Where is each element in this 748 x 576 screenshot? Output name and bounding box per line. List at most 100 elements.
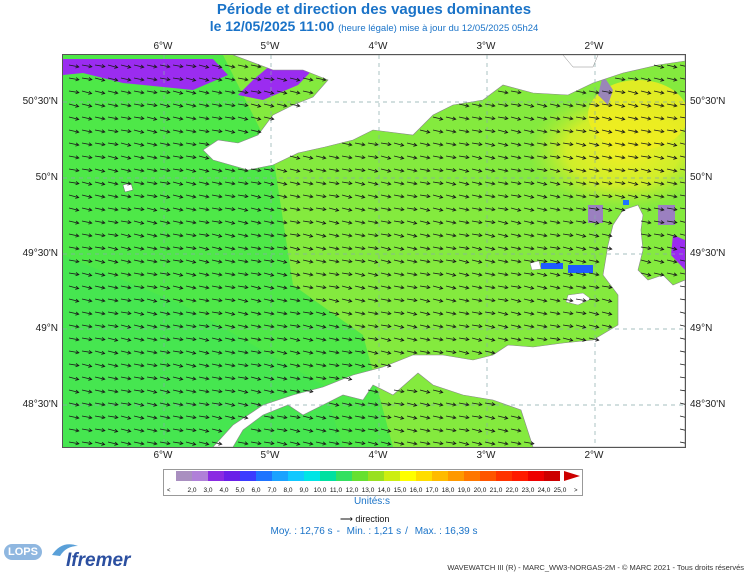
direction-arrow [380, 298, 392, 303]
direction-arrow [328, 272, 340, 277]
direction-arrow [380, 259, 392, 264]
direction-arrow [510, 181, 522, 186]
direction-arrow [237, 324, 249, 329]
direction-arrow [601, 220, 613, 225]
direction-arrow [549, 129, 561, 134]
direction-arrow [510, 428, 522, 433]
direction-arrow [237, 311, 249, 316]
lat-label-right: 48°30'N [690, 399, 726, 410]
direction-arrow [432, 129, 444, 134]
direction-arrow [393, 324, 405, 329]
direction-arrow [432, 181, 444, 186]
direction-arrow [107, 337, 119, 342]
direction-arrow [588, 324, 600, 329]
direction-arrow [432, 415, 444, 420]
direction-arrow [510, 194, 522, 199]
direction-arrow [120, 129, 132, 134]
direction-arrow [666, 194, 678, 199]
direction-arrow [302, 363, 314, 368]
direction-label: direction [355, 514, 390, 524]
lat-label-left: 48°30'N [22, 399, 58, 410]
direction-arrow [562, 194, 574, 199]
direction-arrow [393, 272, 405, 277]
direction-arrow [289, 207, 301, 212]
direction-arrow [289, 77, 301, 82]
direction-arrow [510, 311, 522, 316]
direction-arrow [458, 298, 470, 303]
direction-arrow [419, 441, 431, 446]
direction-arrow [68, 77, 80, 82]
direction-arrow [328, 181, 340, 186]
direction-arrow [679, 129, 685, 132]
direction-arrow [549, 194, 561, 199]
lat-label-right: 49°30'N [690, 248, 726, 259]
direction-arrow [263, 181, 275, 186]
direction-arrow [198, 402, 210, 407]
direction-arrow [172, 363, 184, 368]
lat-label-right: 49°N [690, 323, 713, 334]
direction-arrow [575, 233, 587, 238]
direction-arrow [354, 272, 366, 277]
direction-arrow [484, 428, 496, 433]
direction-arrow [354, 350, 366, 355]
direction-arrow [211, 272, 223, 277]
direction-arrow [445, 441, 457, 446]
direction-arrow [679, 337, 685, 340]
direction-arrow [250, 129, 262, 134]
direction-arrow [406, 246, 418, 251]
direction-arrow [185, 402, 197, 407]
direction-arrow [549, 116, 561, 121]
direction-arrow [172, 220, 184, 225]
direction-arrow [679, 233, 685, 236]
direction-arrow [81, 246, 93, 251]
direction-arrow [627, 142, 639, 147]
direction-arrow [146, 220, 158, 225]
direction-arrow [276, 103, 288, 108]
direction-arrow [94, 90, 106, 95]
direction-arrow [159, 116, 171, 121]
direction-arrow [133, 363, 145, 368]
direction-arrow [471, 272, 483, 277]
direction-arrow [237, 181, 249, 186]
direction-arrow [198, 285, 210, 290]
colorbar-swatch [416, 471, 432, 481]
direction-arrow [536, 324, 548, 329]
direction-arrow [94, 116, 106, 121]
direction-arrow [679, 246, 685, 249]
colorbar-tick-label: 9,0 [299, 487, 308, 494]
direction-arrow [497, 194, 509, 199]
direction-arrow [94, 207, 106, 212]
direction-arrow [588, 337, 600, 342]
direction-arrow [666, 272, 678, 277]
direction-arrow [367, 246, 379, 251]
direction-arrow [523, 168, 535, 173]
land-isle-of-wight [562, 55, 599, 68]
direction-arrow [497, 90, 509, 95]
direction-arrow [562, 220, 574, 225]
direction-arrow [68, 64, 80, 69]
direction-arrow [328, 402, 340, 407]
direction-arrow [237, 90, 249, 95]
lon-label-bottom: 3°W [476, 450, 496, 461]
direction-arrow [380, 272, 392, 277]
wave-period-map[interactable] [62, 54, 686, 448]
direction-arrow [341, 376, 353, 381]
direction-arrow [198, 376, 210, 381]
direction-arrow [328, 298, 340, 303]
direction-arrow [237, 168, 249, 173]
direction-arrow [419, 233, 431, 238]
direction-arrow [445, 220, 457, 225]
colorbar-swatch [464, 471, 480, 481]
direction-arrow [159, 90, 171, 95]
direction-arrow [120, 155, 132, 160]
direction-arrow [380, 311, 392, 316]
direction-arrow [497, 259, 509, 264]
direction-arrow [172, 350, 184, 355]
direction-arrow [354, 441, 366, 446]
direction-arrow [302, 337, 314, 342]
direction-arrow [523, 155, 535, 160]
direction-arrow [146, 363, 158, 368]
direction-arrow [133, 415, 145, 420]
lon-label-top: 4°W [368, 41, 388, 52]
direction-arrow [380, 246, 392, 251]
